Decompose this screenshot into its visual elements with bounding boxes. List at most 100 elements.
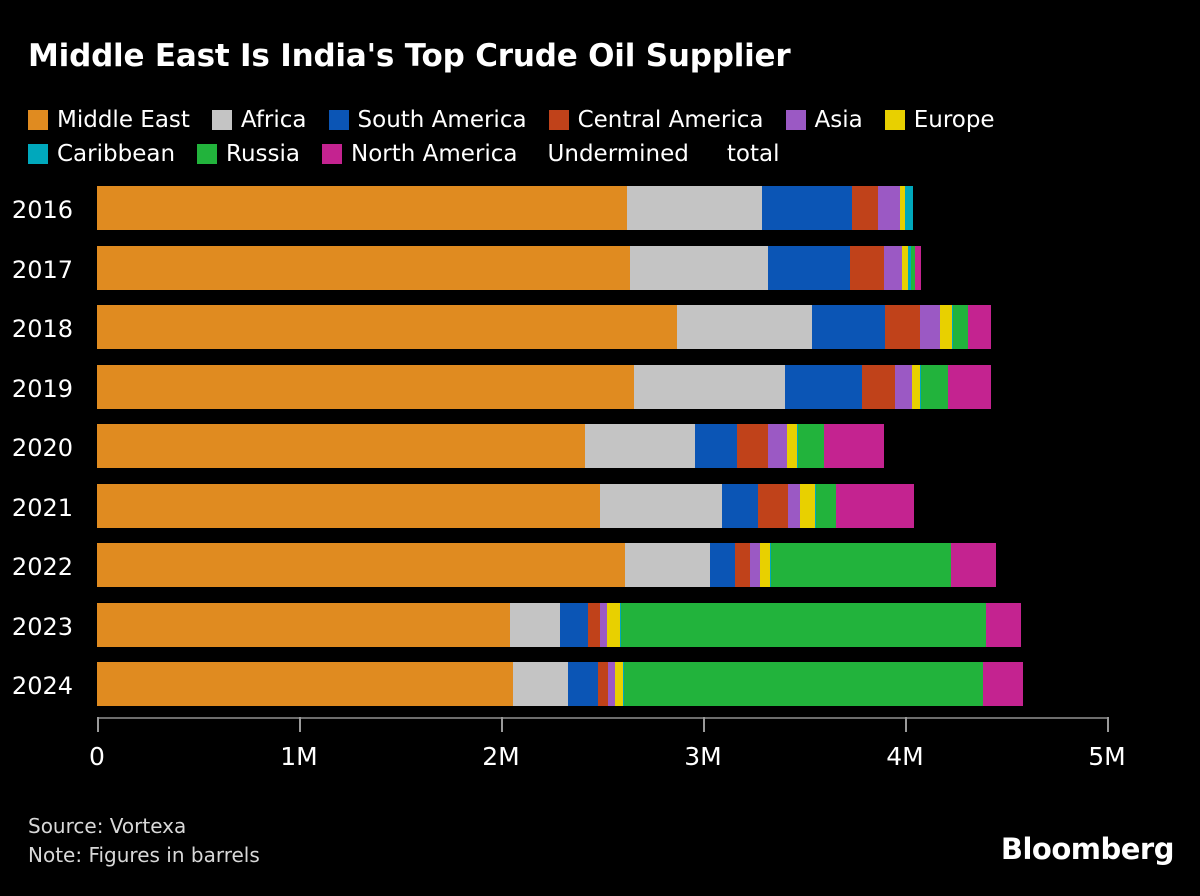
bar-segment-asia[interactable] (750, 543, 761, 587)
legend-item-middle-east[interactable]: Middle East (28, 103, 190, 137)
bar-segment-north-america[interactable] (824, 424, 885, 468)
legend-item-total[interactable]: total (727, 137, 780, 171)
bar-segment-russia[interactable] (911, 245, 916, 290)
bar-segment-caribbean[interactable] (905, 186, 914, 230)
bar-segment-caribbean[interactable] (919, 364, 921, 409)
bar-segment-central-america[interactable] (861, 364, 895, 409)
bar-segment-africa[interactable] (633, 364, 785, 409)
bar-segment-south-america[interactable] (811, 305, 885, 349)
bar-row[interactable] (97, 424, 1107, 468)
bar-segment-north-america[interactable] (948, 364, 992, 409)
bar-segment-middle-east[interactable] (97, 186, 628, 230)
legend-item-europe[interactable]: Europe (884, 103, 995, 137)
bar-segment-middle-east[interactable] (97, 602, 511, 647)
bar-segment-central-america[interactable] (597, 662, 608, 706)
bar-segment-russia[interactable] (798, 424, 825, 468)
bar-segment-north-america[interactable] (986, 602, 1022, 647)
bar-segment-europe[interactable] (614, 662, 623, 706)
bar-segment-europe[interactable] (799, 483, 815, 528)
bar-segment-africa[interactable] (630, 245, 769, 290)
bar-segment-russia[interactable] (952, 305, 968, 349)
legend-item-russia[interactable]: Russia (197, 137, 300, 171)
legend-item-north-america[interactable]: North America (322, 137, 518, 171)
bar-segment-asia[interactable] (768, 424, 788, 468)
bar-segment-asia[interactable] (894, 364, 912, 409)
bar-segment-north-america[interactable] (915, 245, 922, 290)
bar-segment-russia[interactable] (624, 662, 983, 706)
bar-segment-middle-east[interactable] (97, 424, 586, 468)
bar-segment-russia[interactable] (815, 483, 836, 528)
bar-segment-middle-east[interactable] (97, 543, 626, 587)
bar-row[interactable] (97, 186, 1107, 230)
bar-segment-north-america[interactable] (982, 662, 1023, 706)
bar-row[interactable] (97, 245, 1107, 290)
bar-segment-north-america[interactable] (967, 305, 991, 349)
bar-row[interactable] (97, 364, 1107, 409)
bar-segment-north-america[interactable] (835, 483, 914, 528)
bar-segment-asia[interactable] (878, 186, 901, 230)
bar-segment-central-america[interactable] (737, 424, 769, 468)
bar-segment-africa[interactable] (599, 483, 722, 528)
bar-segment-africa[interactable] (512, 662, 568, 706)
bar-segment-russia[interactable] (920, 364, 949, 409)
bar-segment-africa[interactable] (627, 186, 762, 230)
bar-row[interactable] (97, 543, 1107, 587)
bar-segment-russia[interactable] (771, 543, 952, 587)
bar-segment-caribbean[interactable] (797, 424, 799, 468)
bar-segment-caribbean[interactable] (814, 483, 816, 528)
bar-segment-caribbean[interactable] (951, 305, 953, 349)
legend-item-asia[interactable]: Asia (785, 103, 863, 137)
bar-segment-middle-east[interactable] (97, 364, 634, 409)
bar-segment-europe[interactable] (900, 186, 906, 230)
bar-segment-central-america[interactable] (735, 543, 751, 587)
bar-segment-africa[interactable] (676, 305, 812, 349)
bar-segment-south-america[interactable] (721, 483, 758, 528)
bar-segment-central-america[interactable] (852, 186, 879, 230)
bar-segment-middle-east[interactable] (97, 662, 513, 706)
bar-segment-caribbean[interactable] (620, 602, 622, 647)
bar-segment-asia[interactable] (883, 245, 902, 290)
bar-segment-south-america[interactable] (768, 245, 851, 290)
bar-segment-north-america[interactable] (951, 543, 997, 587)
bar-segment-europe[interactable] (901, 245, 909, 290)
legend-item-central-america[interactable]: Central America (548, 103, 764, 137)
bar-segment-africa[interactable] (625, 543, 711, 587)
bar-segment-middle-east[interactable] (97, 483, 600, 528)
bar-segment-south-america[interactable] (695, 424, 738, 468)
bar-segment-europe[interactable] (760, 543, 771, 587)
bar-segment-middle-east[interactable] (97, 305, 677, 349)
legend-label: Africa (240, 107, 307, 133)
bar-row[interactable] (97, 602, 1107, 647)
legend-item-africa[interactable]: Africa (211, 103, 307, 137)
bar-segment-south-america[interactable] (785, 364, 862, 409)
legend-item-caribbean[interactable]: Caribbean (28, 137, 175, 171)
bar-segment-asia[interactable] (600, 602, 608, 647)
bar-segment-europe[interactable] (607, 602, 621, 647)
bar-segment-central-america[interactable] (850, 245, 884, 290)
bar-segment-south-america[interactable] (567, 662, 598, 706)
bar-segment-central-america[interactable] (884, 305, 920, 349)
bar-segment-central-america[interactable] (588, 602, 601, 647)
legend-item-undermined[interactable]: Undermined (548, 137, 689, 171)
bar-segment-africa[interactable] (510, 602, 561, 647)
bar-segment-south-america[interactable] (560, 602, 589, 647)
bar-segment-europe[interactable] (911, 364, 920, 409)
bar-segment-caribbean[interactable] (770, 543, 772, 587)
bar-row[interactable] (97, 483, 1107, 528)
bar-segment-caribbean[interactable] (623, 662, 624, 706)
bar-segment-asia[interactable] (788, 483, 800, 528)
legend-item-south-america[interactable]: South America (328, 103, 527, 137)
bar-segment-south-america[interactable] (710, 543, 736, 587)
bar-segment-africa[interactable] (585, 424, 696, 468)
bar-segment-europe[interactable] (787, 424, 798, 468)
bar-segment-russia[interactable] (621, 602, 987, 647)
bar-row[interactable] (97, 662, 1107, 706)
bar-row[interactable] (97, 305, 1107, 349)
bar-segment-asia[interactable] (919, 305, 940, 349)
bar-segment-central-america[interactable] (757, 483, 789, 528)
bar-segment-europe[interactable] (939, 305, 952, 349)
bar-segment-south-america[interactable] (761, 186, 853, 230)
bar-segment-middle-east[interactable] (97, 245, 631, 290)
bar-segment-asia[interactable] (607, 662, 615, 706)
bar-segment-caribbean[interactable] (908, 245, 912, 290)
